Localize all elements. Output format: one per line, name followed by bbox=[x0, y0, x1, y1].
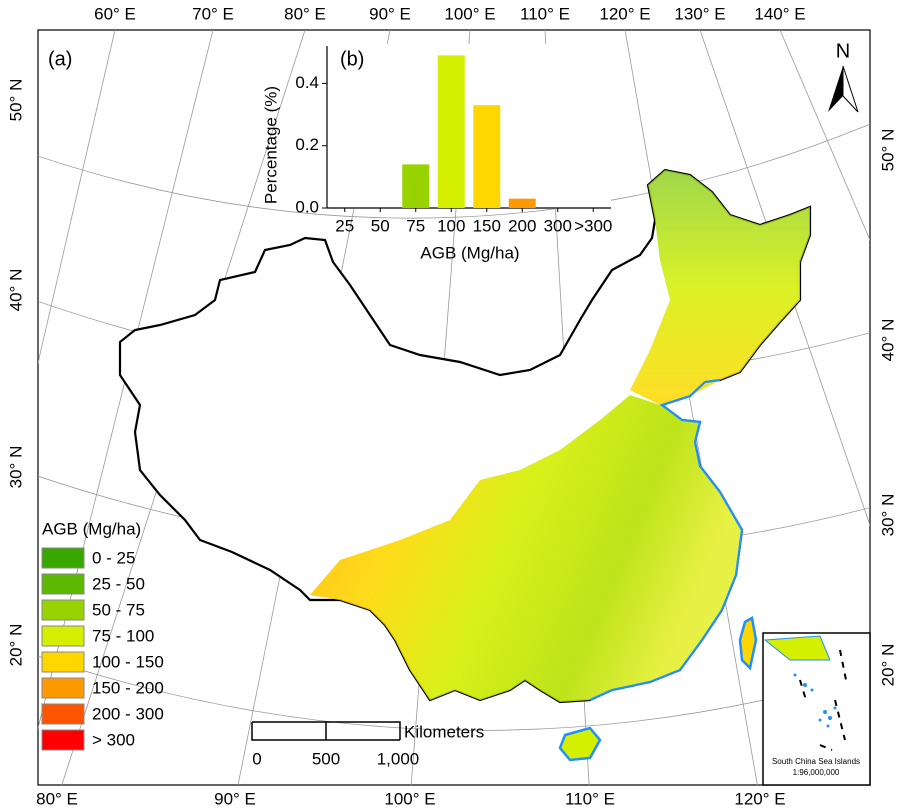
latitude-label: 20° N bbox=[878, 644, 897, 687]
y-tick-label: 0.0 bbox=[295, 197, 319, 216]
legend-swatch bbox=[41, 573, 85, 595]
latitude-label: 40° N bbox=[878, 319, 897, 362]
longitude-label: 120° E bbox=[734, 789, 785, 808]
x-tick-label: 200 bbox=[508, 216, 536, 235]
longitude-label: 110° E bbox=[565, 789, 615, 808]
longitude-label: 60° E bbox=[94, 4, 136, 23]
legend-swatch bbox=[41, 703, 85, 725]
bar bbox=[437, 55, 465, 208]
legend-swatch bbox=[41, 651, 85, 673]
x-tick-label: 150 bbox=[473, 216, 501, 235]
legend-label: 25 - 50 bbox=[92, 574, 145, 593]
panel-label: (a) bbox=[48, 48, 72, 70]
inset-islands bbox=[793, 673, 837, 728]
x-tick-label: >300 bbox=[574, 216, 612, 235]
chart-title: (b) bbox=[340, 48, 364, 70]
scale-bar bbox=[251, 721, 401, 741]
bar bbox=[402, 164, 430, 208]
legend-label: 200 - 300 bbox=[92, 704, 164, 723]
y-axis-label: Percentage (%) bbox=[261, 86, 280, 204]
bar bbox=[508, 198, 536, 208]
coastline bbox=[589, 378, 744, 702]
latitude-label: 50° N bbox=[6, 79, 25, 122]
legend-label: 0 - 25 bbox=[92, 548, 135, 567]
x-tick-label: 75 bbox=[406, 216, 425, 235]
legend-label: 100 - 150 bbox=[92, 652, 164, 671]
longitude-label: 70° E bbox=[192, 4, 234, 23]
latitude-label: 20° N bbox=[6, 624, 25, 667]
inset-chart-bg bbox=[327, 44, 611, 209]
x-tick-label: 50 bbox=[371, 216, 390, 235]
legend-swatch bbox=[41, 677, 85, 699]
north-label: N bbox=[836, 40, 850, 62]
legend-swatch bbox=[41, 599, 85, 621]
vegetation-south bbox=[310, 395, 742, 702]
longitude-label: 90° E bbox=[214, 789, 256, 808]
x-tick-label: 25 bbox=[335, 216, 354, 235]
scale-tick-label: 0 bbox=[252, 749, 261, 768]
legend-swatch bbox=[41, 547, 85, 569]
longitude-label: 80° E bbox=[284, 4, 326, 23]
inset-title: South China Sea Islands bbox=[772, 757, 860, 766]
legend-title: AGB (Mg/ha) bbox=[42, 519, 141, 538]
longitude-label: 100° E bbox=[444, 4, 495, 23]
bar bbox=[473, 105, 501, 208]
hainan bbox=[558, 726, 602, 762]
legend-label: 50 - 75 bbox=[92, 600, 145, 619]
x-tick-label: 100 bbox=[437, 216, 465, 235]
longitude-label: 100° E bbox=[384, 789, 435, 808]
longitude-label: 80° E bbox=[36, 789, 78, 808]
scale-tick-label: 500 bbox=[312, 749, 340, 768]
latitude-label: 40° N bbox=[6, 269, 25, 312]
latitude-label: 30° N bbox=[6, 446, 25, 489]
legend-swatch bbox=[41, 625, 85, 647]
longitude-label: 90° E bbox=[369, 4, 411, 23]
scale-unit: Kilometers bbox=[404, 722, 484, 741]
north-arrow-right bbox=[842, 65, 859, 113]
latitude-label: 50° N bbox=[878, 129, 897, 172]
longitude-label: 120° E bbox=[599, 4, 650, 23]
legend-label: 150 - 200 bbox=[92, 678, 164, 697]
longitude-label: 130° E bbox=[674, 4, 725, 23]
latitude-label: 30° N bbox=[878, 494, 897, 537]
legend-label: > 300 bbox=[92, 730, 135, 749]
taiwan bbox=[738, 616, 758, 671]
x-tick-label: 300 bbox=[544, 216, 572, 235]
scale-tick-label: 1,000 bbox=[377, 749, 420, 768]
inset-land bbox=[763, 635, 831, 661]
longitude-label: 110° E bbox=[520, 4, 570, 23]
vegetation-northeast bbox=[630, 170, 810, 405]
y-tick-label: 0.4 bbox=[295, 73, 319, 92]
inset-boundary bbox=[799, 649, 847, 751]
inset-scale: 1:96,000,000 bbox=[793, 768, 840, 777]
legend-label: 75 - 100 bbox=[92, 626, 154, 645]
north-arrow bbox=[828, 66, 843, 112]
x-axis-label: AGB (Mg/ha) bbox=[420, 243, 519, 262]
longitude-label: 140° E bbox=[754, 4, 805, 23]
legend-swatch bbox=[41, 729, 85, 751]
y-tick-label: 0.2 bbox=[295, 135, 319, 154]
